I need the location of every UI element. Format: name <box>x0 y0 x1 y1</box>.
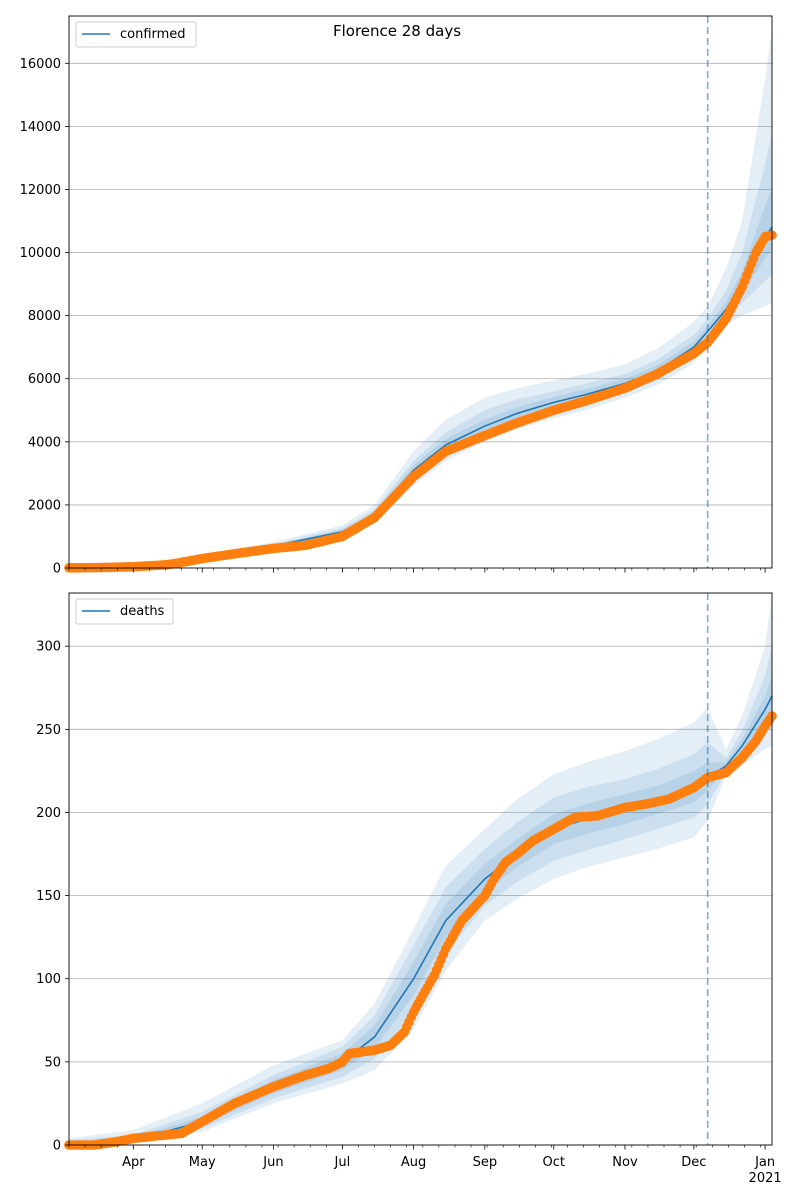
confirmed-legend: confirmed <box>75 21 197 48</box>
deaths-axes: 0 50 100 150 200 250 300 Apr May Jun Jul Aug Sep Oct N… <box>36 592 782 1186</box>
xtick-label-Nov: Nov <box>612 1155 638 1170</box>
confirmed-plot-frame <box>68 15 773 569</box>
confirmed-ytick-label-0: 0 <box>53 562 61 577</box>
deaths-plot-frame <box>68 592 773 1146</box>
confirmed-legend-frame <box>75 21 197 48</box>
confirmed-ytick-label-8000: 8000 <box>28 309 61 324</box>
deaths-ytick-label-100: 100 <box>36 972 61 987</box>
xtick-label-Dec: Dec <box>681 1155 706 1170</box>
deaths-legend: deaths <box>75 598 174 625</box>
xtick-label-Jun: Jun <box>262 1155 283 1170</box>
deaths-ytick-label-0: 0 <box>53 1139 61 1154</box>
xtick-label-Oct: Oct <box>543 1155 565 1170</box>
confirmed-legend-label: confirmed <box>120 27 186 42</box>
xtick-label-Aug: Aug <box>401 1155 426 1170</box>
confirmed-ytick-label-12000: 12000 <box>20 183 61 198</box>
deaths-gridlines <box>69 645 772 1063</box>
confirmed-model-line <box>68 226 773 569</box>
confirmed-ytick-label-16000: 16000 <box>20 57 61 72</box>
confirmed-ytick-label-14000: 14000 <box>20 120 61 135</box>
confirmed-ytick-label-6000: 6000 <box>28 372 61 387</box>
deaths-panel: 0 50 100 150 200 250 300 Apr May Jun Jul Aug Sep Oct N… <box>36 592 782 1186</box>
xtick-label-Sep: Sep <box>473 1155 498 1170</box>
xtick-label-Jul: Jul <box>334 1155 351 1170</box>
deaths-legend-label: deaths <box>120 604 165 619</box>
confirmed-gridlines <box>69 62 772 506</box>
confirmed-panel: 0 2000 4000 6000 8000 10000 12000 14000 16000 co… <box>20 15 777 577</box>
confirmed-observed-points <box>64 230 777 573</box>
deaths-ytick-label-50: 50 <box>44 1055 61 1070</box>
confirmed-axes: 0 2000 4000 6000 8000 10000 12000 14000 16000 <box>20 15 773 577</box>
deaths-legend-frame <box>75 598 174 625</box>
xtick-label-Apr: Apr <box>122 1155 145 1170</box>
deaths-ytick-label-200: 200 <box>36 806 61 821</box>
confirmed-ytick-label-4000: 4000 <box>28 435 61 450</box>
deaths-observed-points <box>64 711 777 1150</box>
confirmed-band-0 <box>69 28 772 569</box>
xtick-label-May: May <box>189 1155 216 1170</box>
xtick-label-Jan: Jan <box>754 1155 775 1170</box>
xtick-year-label: 2021 <box>749 1171 782 1186</box>
deaths-ytick-label-300: 300 <box>36 640 61 655</box>
confirmed-bands <box>69 28 772 569</box>
confirmed-band-2 <box>69 189 772 568</box>
figure-title: Florence 28 days <box>333 22 461 40</box>
deaths-ytick-label-250: 250 <box>36 723 61 738</box>
deaths-ytick-label-150: 150 <box>36 889 61 904</box>
confirmed-ytick-label-2000: 2000 <box>28 498 61 513</box>
confirmed-model-path <box>68 226 773 569</box>
confirmed-ytick-label-10000: 10000 <box>20 246 61 261</box>
